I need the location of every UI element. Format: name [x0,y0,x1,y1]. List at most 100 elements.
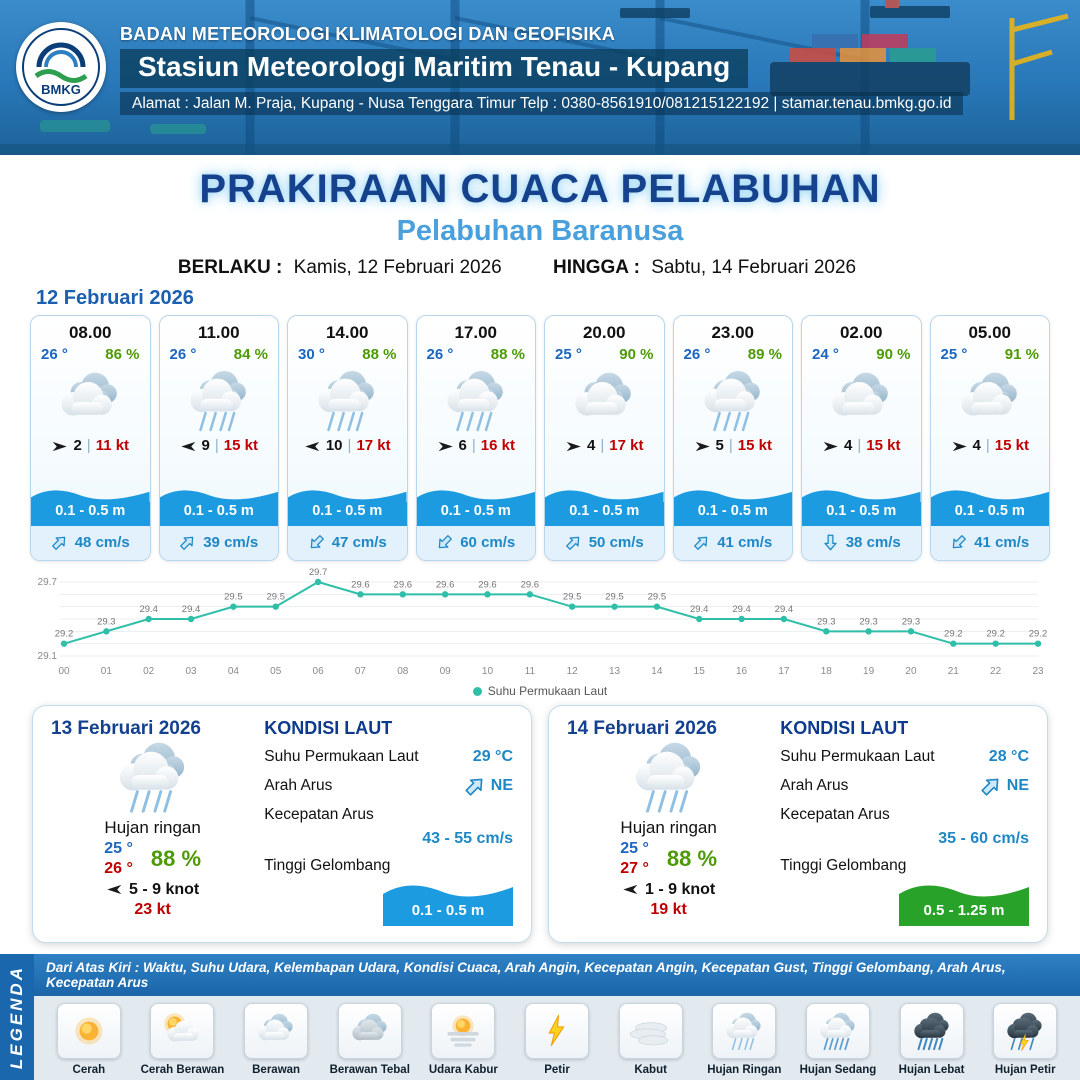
current-speed-label: Kecepatan Arus [264,806,374,823]
port-name: Pelabuhan Baranusa [396,215,684,247]
hourly-forecast-card: 05.00 25 ° 91 % 4 | 15 kt 0.1 - 0.5 m [929,315,1050,561]
legend-item: Hujan Ringan [697,1003,791,1076]
hujan-ringan-icon [712,1003,777,1059]
weather-icon [31,363,150,437]
svg-text:12: 12 [567,666,579,677]
current-direction-value: NE [490,777,513,794]
air-temperature: 26 ° [426,346,454,363]
daily-cards-row: 13 Februari 2026 Hujan ringan 25 ° 26 ° … [0,701,1080,943]
humidity-value: 89 % [747,346,782,363]
svg-text:29.6: 29.6 [436,579,455,590]
berlaku-label: BERLAKU : [177,257,283,278]
separator: | [600,437,605,455]
legend-item-label: Berawan [252,1064,301,1076]
svg-text:15: 15 [694,666,706,677]
current-direction-icon [179,533,196,551]
legend-footer: LEGENDA Dari Atas Kiri : Waktu, Suhu Uda… [0,954,1080,1080]
separator: | [471,437,476,455]
gust-speed: 15 kt [866,437,901,455]
current-direction-icon [980,775,1002,797]
wave-height-label: Tinggi Gelombang [264,857,391,874]
gust-speed: 16 kt [480,437,515,455]
wave-height-band: 0.1 - 0.5 m [159,489,278,527]
hourly-forecast-card: 02.00 24 ° 90 % 4 | 15 kt 0.1 - 0.5 m [801,315,922,561]
weather-icon [545,363,664,437]
wave-height-badge-slot: 0.5 - 1.25 m [780,884,1029,926]
weather-icon [802,363,921,437]
bmkg-logo-graphic: BMKG [22,28,100,106]
legend-item: Hujan Lebat [885,1003,979,1076]
wave-shape [31,490,150,503]
gust-speed: 15 kt [994,437,1029,455]
weather-icon [931,363,1050,437]
legend-item: Hujan Sedang [791,1003,885,1076]
wave-shape [288,490,407,503]
wind-speed: 10 [325,437,343,455]
wave-height-value: 0.1 - 0.5 m [545,502,664,527]
wave-height-band: 0.1 - 0.5 m [416,489,535,527]
organization-name: BADAN METEOROLOGI KLIMATOLOGI DAN GEOFIS… [120,24,616,44]
air-temperature: 26 ° [41,346,68,363]
gust-speed: 15 kt [737,437,772,455]
wind-direction-icon [304,437,321,455]
legend-item-label: Cerah [72,1064,106,1076]
daily-forecast-card: 13 Februari 2026 Hujan ringan 25 ° 26 ° … [32,705,532,943]
sst-value: 29 °C [472,748,513,765]
wave-height-value: 0.1 - 0.5 m [288,502,407,527]
svg-text:29.2: 29.2 [944,629,963,640]
svg-text:29.5: 29.5 [224,592,243,603]
legend-item: Berawan Tebal [323,1003,417,1076]
svg-text:29.5: 29.5 [563,592,582,603]
temperature-min: 25 ° [620,840,649,857]
wind-speed: 2 [73,437,82,455]
wave-height-label: Tinggi Gelombang [780,857,907,874]
separator: | [985,437,990,455]
gust-speed: 17 kt [356,437,391,455]
wave-shape [416,490,535,503]
air-temperature: 25 ° [555,346,582,363]
wind-direction-icon [694,437,711,455]
legend-item-label: Berawan Tebal [329,1064,410,1076]
sst-label: Suhu Permukaan Laut [780,748,935,765]
sst-line-chart: 29.7 29.1 29.2 00 29.3 01 29.4 02 29.4 03 29.5 04 29… [38,567,1048,677]
gust-speed: 11 kt [95,437,130,455]
wave-height-badge: 0.5 - 1.25 m [899,884,1029,926]
station-address: Alamat : Jalan M. Praja, Kupang - Nusa T… [120,92,964,115]
hourly-forecast-card: 23.00 26 ° 89 % 5 | 15 kt 0.1 - 0.5 m [672,315,793,561]
air-temperature: 26 ° [683,346,711,363]
validity-line: BERLAKU : Kamis, 12 Februari 2026 HINGGA… [0,257,1080,279]
svg-text:29.2: 29.2 [1029,629,1048,640]
wind-speed: 4 [587,437,596,455]
wave-height-value: 0.1 - 0.5 m [802,502,921,527]
current-direction-label: Arah Arus [780,777,849,794]
svg-text:20: 20 [905,666,917,677]
wind-direction-icon [951,437,968,455]
temperature-max: 27 ° [620,860,649,877]
air-temperature: 24 ° [812,346,839,363]
svg-text:22: 22 [990,666,1002,677]
time-label: 11.00 [197,323,240,342]
hujan-sedang-icon [805,1003,870,1059]
svg-text:29.5: 29.5 [266,592,285,603]
legend-description: Dari Atas Kiri : Waktu, Suhu Udara, Kele… [34,954,1080,996]
legend-item: Petir [510,1003,604,1076]
svg-text:29.6: 29.6 [351,579,370,590]
current-speed: 48 cm/s [74,533,130,551]
svg-text:29.5: 29.5 [648,592,667,603]
legenda-title: LEGENDA [7,964,26,1070]
gust-speed: 19 kt [650,901,687,918]
svg-text:29.4: 29.4 [690,604,709,615]
svg-text:02: 02 [143,666,155,677]
current-speed-label: Kecepatan Arus [780,806,890,823]
gust-speed: 15 kt [223,437,258,455]
svg-text:11: 11 [525,666,536,677]
gust-speed: 23 kt [134,901,171,918]
current-speed: 50 cm/s [588,533,644,551]
legend-item-label: Hujan Petir [994,1064,1056,1076]
humidity-value: 84 % [233,346,268,363]
wave-height-band: 0.1 - 0.5 m [31,489,150,527]
svg-text:17: 17 [778,666,790,677]
svg-text:01: 01 [101,666,113,677]
sea-conditions-title: KONDISI LAUT [780,718,909,738]
humidity-value: 88 % [150,846,202,871]
